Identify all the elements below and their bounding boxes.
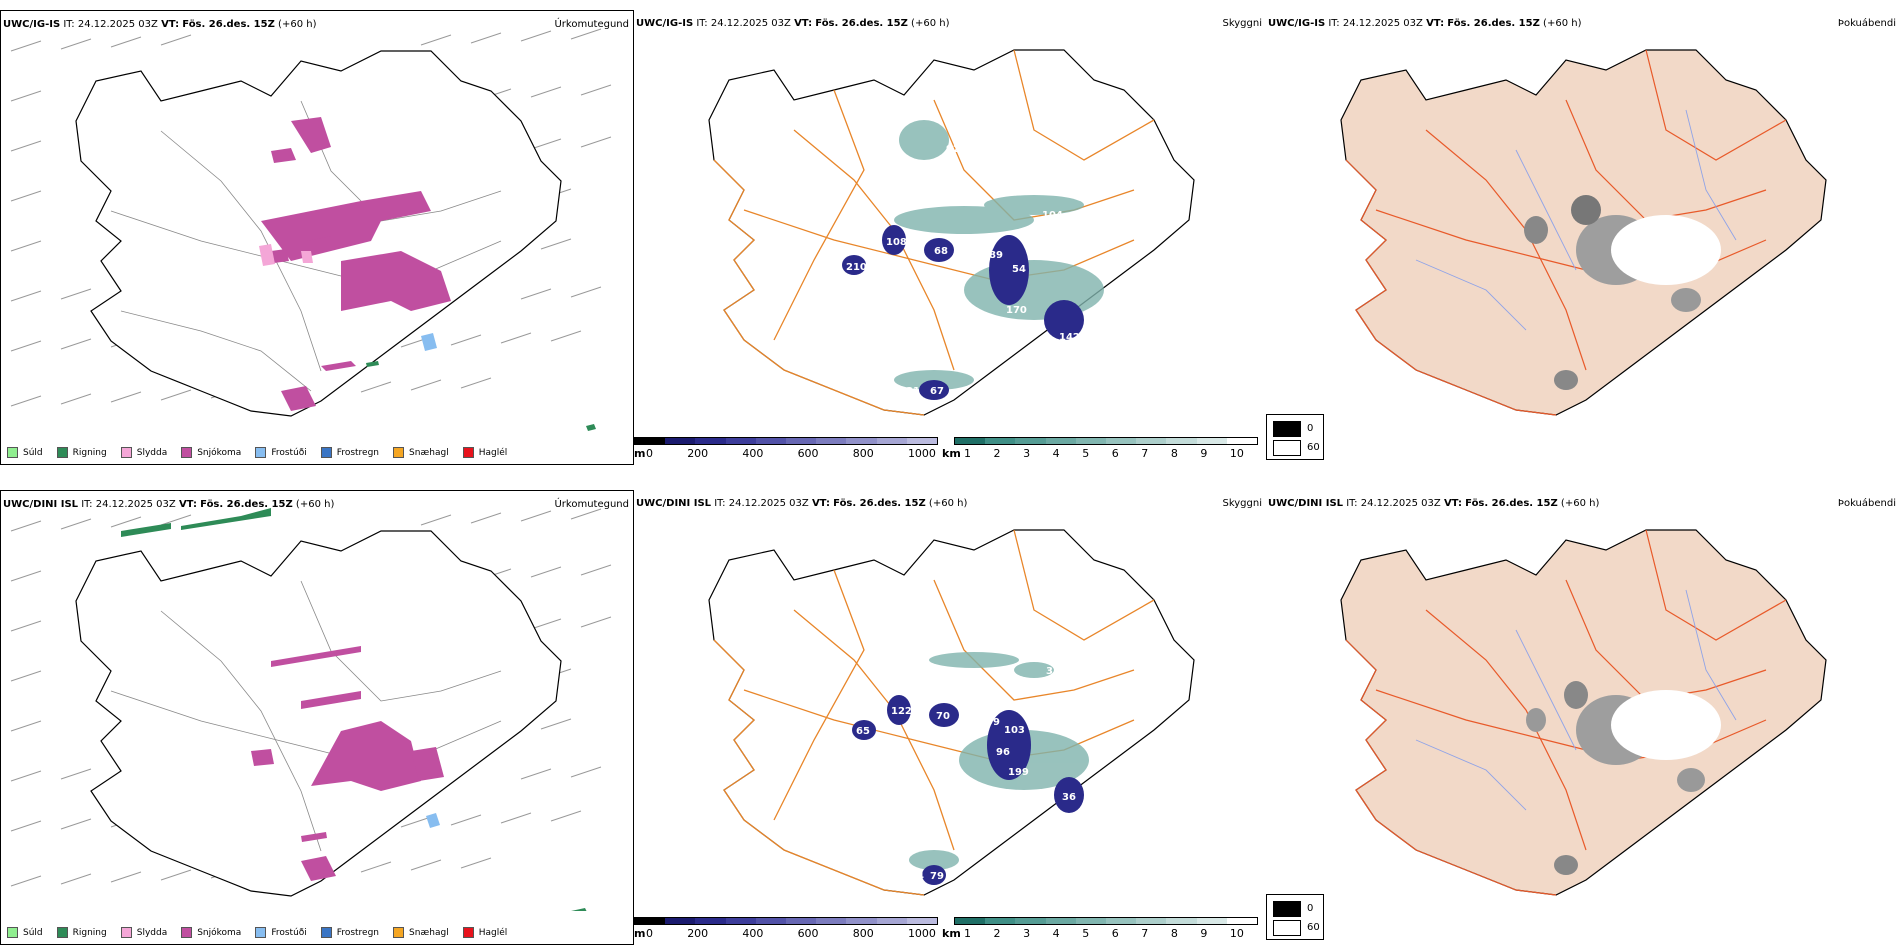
ceiling-colorbar [634,437,938,445]
vis-value: 142 [1059,332,1080,343]
visibility-unit: km [942,447,961,460]
vis-value: 122 [891,706,912,717]
ceiling-unit: m [634,447,646,460]
vis-value: 31 [906,386,920,397]
vis-value: 199 [1008,767,1029,778]
vis-value: 65 [856,726,870,737]
fog-legend: 0 60 [1266,894,1324,940]
variable-title: Úrkomutegund [554,19,629,30]
vis-value: 24 [910,871,924,882]
vis-value: 36 [1062,792,1076,803]
visibility-colorbar [954,917,1258,925]
visibility-ticks: 1 2 3 4 5 6 7 8 9 10 [964,447,1244,460]
legend-item: Snæhagl [393,927,449,938]
vis-value: 32 [1046,666,1060,677]
legend-item: Rigning [56,927,107,938]
vis-value: 92 [946,144,960,155]
fog-map [1340,529,1827,896]
vis-value: 68 [934,246,948,257]
ceiling-ticks: 0 200 400 600 800 1000 [646,927,936,940]
ceiling-ticks: 0 200 400 600 800 1000 [646,447,936,460]
legend-item: Frostregn [320,447,379,458]
panel-title: UWC/DINI ISL IT: 24.12.2025 03Z VT: Fös.… [3,499,335,510]
precip-panel-bottom: UWC/DINI ISL IT: 24.12.2025 03Z VT: Fös.… [0,490,634,945]
ceiling-unit: m [634,927,646,940]
fog-legend: 0 60 [1266,414,1324,460]
vis-value: 70 [936,711,950,722]
precip-legend: Súld Rigning Slydda Snjókoma Frostúði Fr… [7,447,521,458]
legend-item: Haglél [462,927,507,938]
vis-value: 103 [1004,725,1025,736]
vis-value: 108 [886,237,907,248]
variable-title: Skyggni [1222,18,1262,29]
legend-item: Rigning [56,447,107,458]
precip-panel-top: UWC/IG-IS IT: 24.12.2025 03Z VT: Fös. 26… [0,10,634,465]
vis-value: 210 [846,262,867,273]
visibility-panel-top: UWC/IG-IS IT: 24.12.2025 03Z VT: Fös. 26… [634,10,1266,465]
legend-item: Frostregn [320,927,379,938]
variable-title: Skyggni [1222,498,1262,509]
variable-title: Þokuábendi [1837,498,1896,509]
visibility-unit: km [942,927,961,940]
vis-value: 89 [989,250,1003,261]
visibility-panel-bottom: UWC/DINI ISL IT: 24.12.2025 03Z VT: Fös.… [634,490,1266,945]
vis-value: 54 [1012,264,1026,275]
fog-map [1340,49,1827,416]
precip-map [10,28,612,431]
vis-value: 79 [930,871,944,882]
vis-value: 96 [996,747,1010,758]
precip-legend: Súld Rigning Slydda Snjókoma Frostúði Fr… [7,927,521,938]
fog-panel-bottom: UWC/DINI ISL IT: 24.12.2025 03Z VT: Fös.… [1266,490,1900,945]
panel-title: UWC/IG-IS IT: 24.12.2025 03Z VT: Fös. 26… [636,18,950,29]
legend-item: Haglél [462,447,507,458]
visibility-ticks: 1 2 3 4 5 6 7 8 9 10 [964,927,1244,940]
vis-value: 104 [1042,210,1063,221]
visibility-map: 108 68 89 54 170 142 210 67 31 104 92 26 [708,49,1195,416]
legend-item: Súld [7,447,43,458]
variable-title: Úrkomutegund [554,499,629,510]
ceiling-colorbar [634,917,938,925]
panel-title: UWC/DINI ISL IT: 24.12.2025 03Z VT: Fös.… [1268,498,1600,509]
visibility-colorbar [954,437,1258,445]
vis-value: 67 [930,386,944,397]
legend-item: Slydda [120,447,167,458]
precip-map [10,508,612,911]
variable-title: Þokuábendi [1837,18,1896,29]
panel-title: UWC/IG-IS IT: 24.12.2025 03Z VT: Fös. 26… [3,19,317,30]
vis-value: 26 [956,180,970,191]
legend-item: Snæhagl [393,447,449,458]
panel-title: UWC/IG-IS IT: 24.12.2025 03Z VT: Fös. 26… [1268,18,1582,29]
legend-item: Súld [7,927,43,938]
legend-item: Frostúði [255,447,307,458]
vis-value: 99 [986,717,1000,728]
legend-item: Snjókoma [181,447,241,458]
legend-item: Slydda [120,927,167,938]
legend-item: Frostúði [255,927,307,938]
fog-panel-top: UWC/IG-IS IT: 24.12.2025 03Z VT: Fös. 26… [1266,10,1900,465]
visibility-map: 122 70 99 103 96 199 36 32 65 79 24 [708,529,1195,896]
vis-value: 170 [1006,305,1027,316]
legend-item: Snjókoma [181,927,241,938]
panel-title: UWC/DINI ISL IT: 24.12.2025 03Z VT: Fös.… [636,498,968,509]
